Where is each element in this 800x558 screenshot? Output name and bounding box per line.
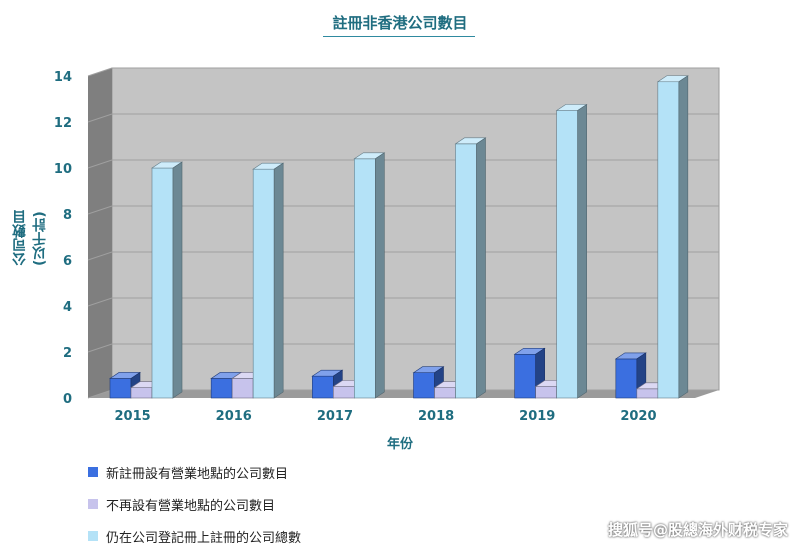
bar <box>535 386 557 399</box>
bar <box>413 372 435 399</box>
bar <box>109 378 132 399</box>
x-tick-label: 2017 <box>317 409 353 424</box>
bar-side <box>273 162 284 399</box>
legend: 新註冊設有營業地點的公司數目 不再設有營業地點的公司數目 仍在公司登記冊上註冊的… <box>88 462 301 558</box>
bar <box>231 378 254 399</box>
bar <box>636 388 659 399</box>
bar <box>333 386 355 399</box>
legend-label: 仍在公司登記冊上註冊的公司總數 <box>106 530 302 546</box>
y-tick-label: 14 <box>54 70 72 85</box>
bar <box>455 143 477 399</box>
bar-side <box>172 161 183 399</box>
bar-side <box>678 75 689 399</box>
bar <box>434 387 456 399</box>
gridline-side <box>87 113 113 123</box>
watermark: 搜狐号@股總海外财税专家 <box>607 521 788 539</box>
bar-side <box>375 152 385 399</box>
y-tick-label: 12 <box>54 116 72 131</box>
gridline-side <box>87 297 113 307</box>
plot-side-wall <box>88 68 112 398</box>
bar <box>312 375 334 399</box>
bar <box>615 358 638 399</box>
y-tick-label: 4 <box>63 300 72 315</box>
bar <box>130 387 153 399</box>
bar <box>151 167 174 399</box>
y-tick-label: 2 <box>63 346 72 361</box>
y-axis-label: 公司數目 (以千計) <box>12 210 48 266</box>
legend-swatch <box>88 467 98 477</box>
x-tick-label: 2020 <box>620 409 656 424</box>
legend-item: 新註冊設有營業地點的公司數目 <box>88 462 301 482</box>
bar-chart: 0 2 4 6 8 10 12 14 2015 2016 2017 2018 2019 2020 <box>54 67 720 424</box>
bar-side <box>577 103 587 399</box>
legend-label: 不再設有營業地點的公司數目 <box>106 498 276 514</box>
bar <box>252 168 275 399</box>
y-tick-label: 0 <box>63 392 72 407</box>
x-tick-label: 2018 <box>418 409 454 424</box>
title-underline <box>323 36 475 37</box>
gridline-side <box>87 205 113 215</box>
bar <box>514 353 536 399</box>
gridline-side <box>87 67 113 77</box>
y-tick-label: 8 <box>63 208 72 223</box>
bar <box>556 110 578 399</box>
gridline-side <box>87 251 113 261</box>
bar <box>657 81 680 399</box>
legend-swatch <box>88 499 98 509</box>
bar <box>354 158 376 399</box>
x-axis-label: 年份 <box>386 437 413 452</box>
y-tick-label: 10 <box>54 162 72 177</box>
plot-back-wall <box>111 67 720 391</box>
gridline-side <box>87 389 113 399</box>
chart-title: 註冊非香港公司數目 <box>332 14 468 32</box>
x-tick-label: 2019 <box>519 409 555 424</box>
legend-swatch <box>88 531 98 541</box>
x-tick-label: 2015 <box>114 409 150 424</box>
legend-item: 仍在公司登記冊上註冊的公司總數 <box>88 526 301 546</box>
gridline-side <box>87 159 113 169</box>
legend-item: 不再設有營業地點的公司數目 <box>88 494 301 514</box>
gridline-side <box>87 343 113 353</box>
bar <box>210 378 233 399</box>
x-tick-label: 2016 <box>216 409 252 424</box>
bar-side <box>476 137 486 399</box>
legend-label: 新註冊設有營業地點的公司數目 <box>106 466 289 482</box>
y-tick-label: 6 <box>63 254 72 269</box>
